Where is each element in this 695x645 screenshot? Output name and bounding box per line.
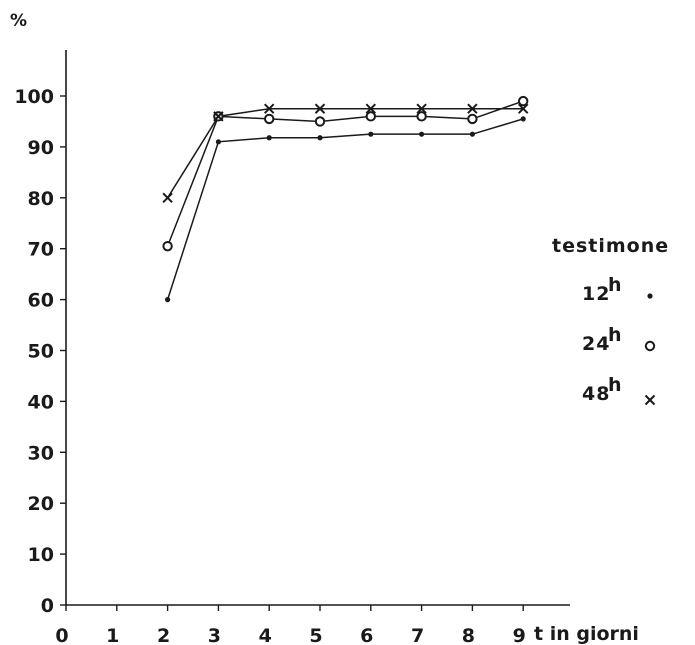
data-point-48h — [213, 111, 224, 122]
y-tick-label: 0 — [41, 595, 54, 617]
data-point-24h — [467, 113, 478, 125]
legend-title: testimone — [552, 235, 669, 257]
data-point-48h — [467, 103, 478, 114]
x-tick-label: 6 — [360, 625, 373, 645]
y-tick-label: 80 — [28, 188, 54, 210]
x-tick-label: 2 — [157, 625, 170, 645]
y-tick-label: 50 — [28, 341, 54, 363]
y-tick-label: 10 — [28, 544, 54, 566]
tick-labels: 0 10 20 30 40 50 60 70 80 90 100 0 1 2 3 4 5 6 7 8 9 — [14, 86, 525, 645]
x-tick-label: 0 — [55, 625, 68, 645]
y-tick-label: 20 — [28, 493, 54, 515]
data-point-12h — [419, 131, 425, 137]
data-point-48h — [416, 103, 427, 114]
cross-stroke — [314, 103, 326, 114]
cross-stroke — [467, 103, 478, 114]
series-line-24h — [166, 100, 524, 247]
y-tick-label: 30 — [28, 442, 54, 464]
x-tick-label: 3 — [208, 625, 221, 645]
cross-stroke — [416, 103, 427, 114]
cross-stroke — [263, 103, 275, 114]
legend-label-24h: 24 — [582, 333, 610, 355]
data-point-12h — [469, 131, 475, 137]
cross-stroke — [365, 103, 377, 114]
y-tick-label: 100 — [14, 86, 54, 108]
legend-label-superscript: h — [608, 374, 623, 396]
data-point-24h — [264, 113, 275, 125]
x-tick-label: 8 — [462, 625, 475, 645]
x-tick-label: 1 — [106, 625, 119, 645]
data-point-48h — [517, 103, 529, 114]
series-lines — [166, 100, 524, 300]
legend-marker-24h — [644, 340, 656, 352]
data-point-12h — [520, 116, 526, 122]
x-tick-label: 7 — [411, 625, 424, 645]
cross-stroke — [162, 192, 173, 204]
legend-label-superscript: h — [608, 274, 623, 296]
data-point-12h — [317, 135, 323, 141]
x-axis-label: t in giorni — [534, 623, 639, 645]
series-line-48h — [166, 107, 524, 199]
data-point-24h — [416, 111, 427, 122]
y-tick-label: 60 — [28, 290, 54, 312]
data-point-12h — [215, 139, 221, 145]
data-point-24h — [314, 116, 326, 127]
y-tick-label: 90 — [28, 137, 54, 159]
series-line-12h — [166, 118, 524, 300]
legend-marker-12h — [647, 293, 653, 299]
y-axis-unit-label: % — [10, 11, 27, 31]
legend-label-superscript: h — [608, 324, 623, 346]
legend-label-48h: 48 — [582, 383, 610, 405]
data-point-48h — [162, 192, 173, 204]
cross-stroke — [517, 103, 529, 114]
y-tick-label: 40 — [28, 391, 54, 413]
data-point-12h — [165, 297, 171, 303]
x-tick-label: 9 — [513, 625, 526, 645]
x-tick-label: 4 — [259, 625, 272, 645]
data-point-48h — [263, 103, 275, 114]
axes — [60, 50, 570, 611]
data-point-24h — [162, 240, 173, 252]
x-tick-label: 5 — [309, 625, 322, 645]
data-point-12h — [368, 131, 374, 137]
legend-marker-48h — [644, 394, 656, 406]
legend-label-12h: 12 — [582, 283, 610, 305]
cross-stroke — [213, 111, 224, 122]
series-markers — [162, 95, 529, 303]
data-point-48h — [365, 103, 377, 114]
data-point-12h — [266, 135, 272, 141]
data-point-24h — [365, 111, 376, 122]
data-point-24h — [518, 95, 529, 107]
y-tick-label: 70 — [28, 239, 54, 261]
cross-stroke — [644, 394, 656, 406]
data-point-48h — [314, 103, 326, 114]
